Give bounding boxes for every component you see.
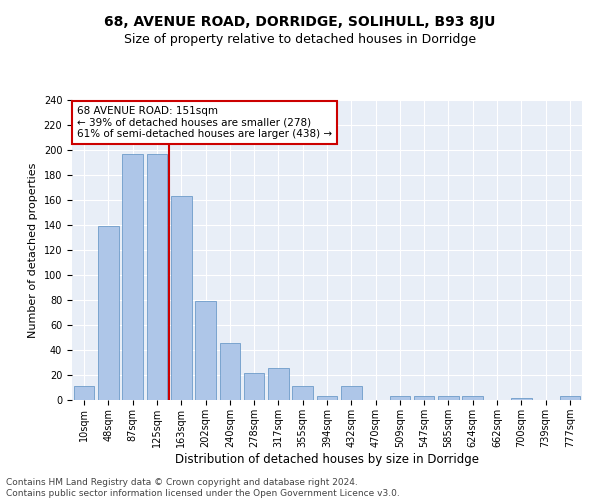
Bar	[511, 398, 532, 400]
Bar	[317, 396, 337, 400]
Bar	[171, 196, 191, 400]
Bar	[463, 396, 483, 400]
Text: Contains HM Land Registry data © Crown copyright and database right 2024.
Contai: Contains HM Land Registry data © Crown c…	[6, 478, 400, 498]
Text: 68, AVENUE ROAD, DORRIDGE, SOLIHULL, B93 8JU: 68, AVENUE ROAD, DORRIDGE, SOLIHULL, B93…	[104, 15, 496, 29]
Bar	[292, 386, 313, 400]
Bar	[560, 396, 580, 400]
Bar	[244, 372, 265, 400]
Text: Size of property relative to detached houses in Dorridge: Size of property relative to detached ho…	[124, 32, 476, 46]
X-axis label: Distribution of detached houses by size in Dorridge: Distribution of detached houses by size …	[175, 452, 479, 466]
Bar	[146, 154, 167, 400]
Bar	[195, 301, 216, 400]
Bar	[98, 226, 119, 400]
Bar	[341, 386, 362, 400]
Y-axis label: Number of detached properties: Number of detached properties	[28, 162, 38, 338]
Bar	[220, 342, 240, 400]
Bar	[438, 396, 459, 400]
Bar	[389, 396, 410, 400]
Bar	[122, 154, 143, 400]
Bar	[74, 386, 94, 400]
Text: 68 AVENUE ROAD: 151sqm
← 39% of detached houses are smaller (278)
61% of semi-de: 68 AVENUE ROAD: 151sqm ← 39% of detached…	[77, 106, 332, 139]
Bar	[414, 396, 434, 400]
Bar	[268, 368, 289, 400]
